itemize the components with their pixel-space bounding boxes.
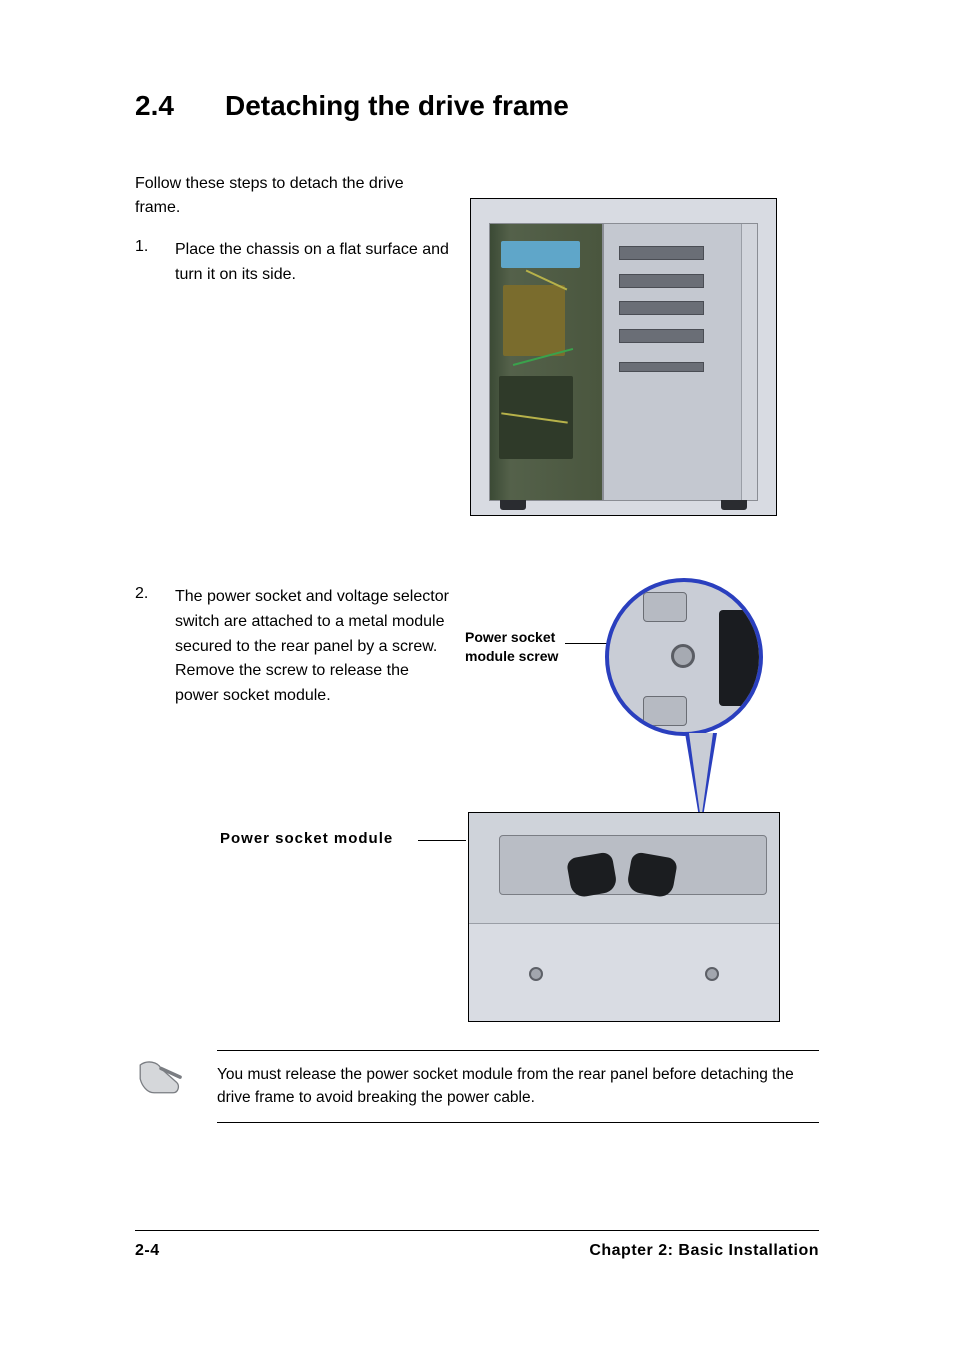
note-hand-icon (135, 1056, 187, 1100)
step-text: The power socket and voltage selector sw… (175, 585, 450, 709)
step-number: 2. (135, 585, 153, 603)
footer-rule (135, 1230, 819, 1231)
figure-zoom-callout (605, 578, 778, 730)
chapter-label: Chapter 2: Basic Installation (589, 1242, 819, 1260)
zoom-circle (605, 578, 763, 736)
page-number: 2-4 (135, 1242, 160, 1260)
section-title-text: Detaching the drive frame (225, 90, 569, 121)
intro-paragraph: Follow these steps to detach the drive f… (135, 172, 445, 220)
step-number: 1. (135, 238, 153, 256)
callout-psm-label: Power socket module (220, 830, 393, 847)
page-footer: 2-4 Chapter 2: Basic Installation (135, 1242, 819, 1260)
note-text: You must release the power socket module… (217, 1050, 819, 1123)
chassis-illustration (489, 223, 758, 501)
note-block: You must release the power socket module… (135, 1050, 819, 1123)
callout-screw-label: Power socket module screw (465, 628, 595, 666)
callout-leader-line (418, 840, 466, 841)
section-number: 2.4 (135, 90, 225, 122)
screw-icon (671, 644, 695, 668)
section-heading: 2.4Detaching the drive frame (135, 90, 819, 122)
step-text: Place the chassis on a flat surface and … (175, 238, 450, 288)
figure-power-socket-module (468, 812, 780, 1022)
figure-chassis (470, 198, 777, 516)
page: 2.4Detaching the drive frame Follow thes… (0, 0, 954, 1351)
